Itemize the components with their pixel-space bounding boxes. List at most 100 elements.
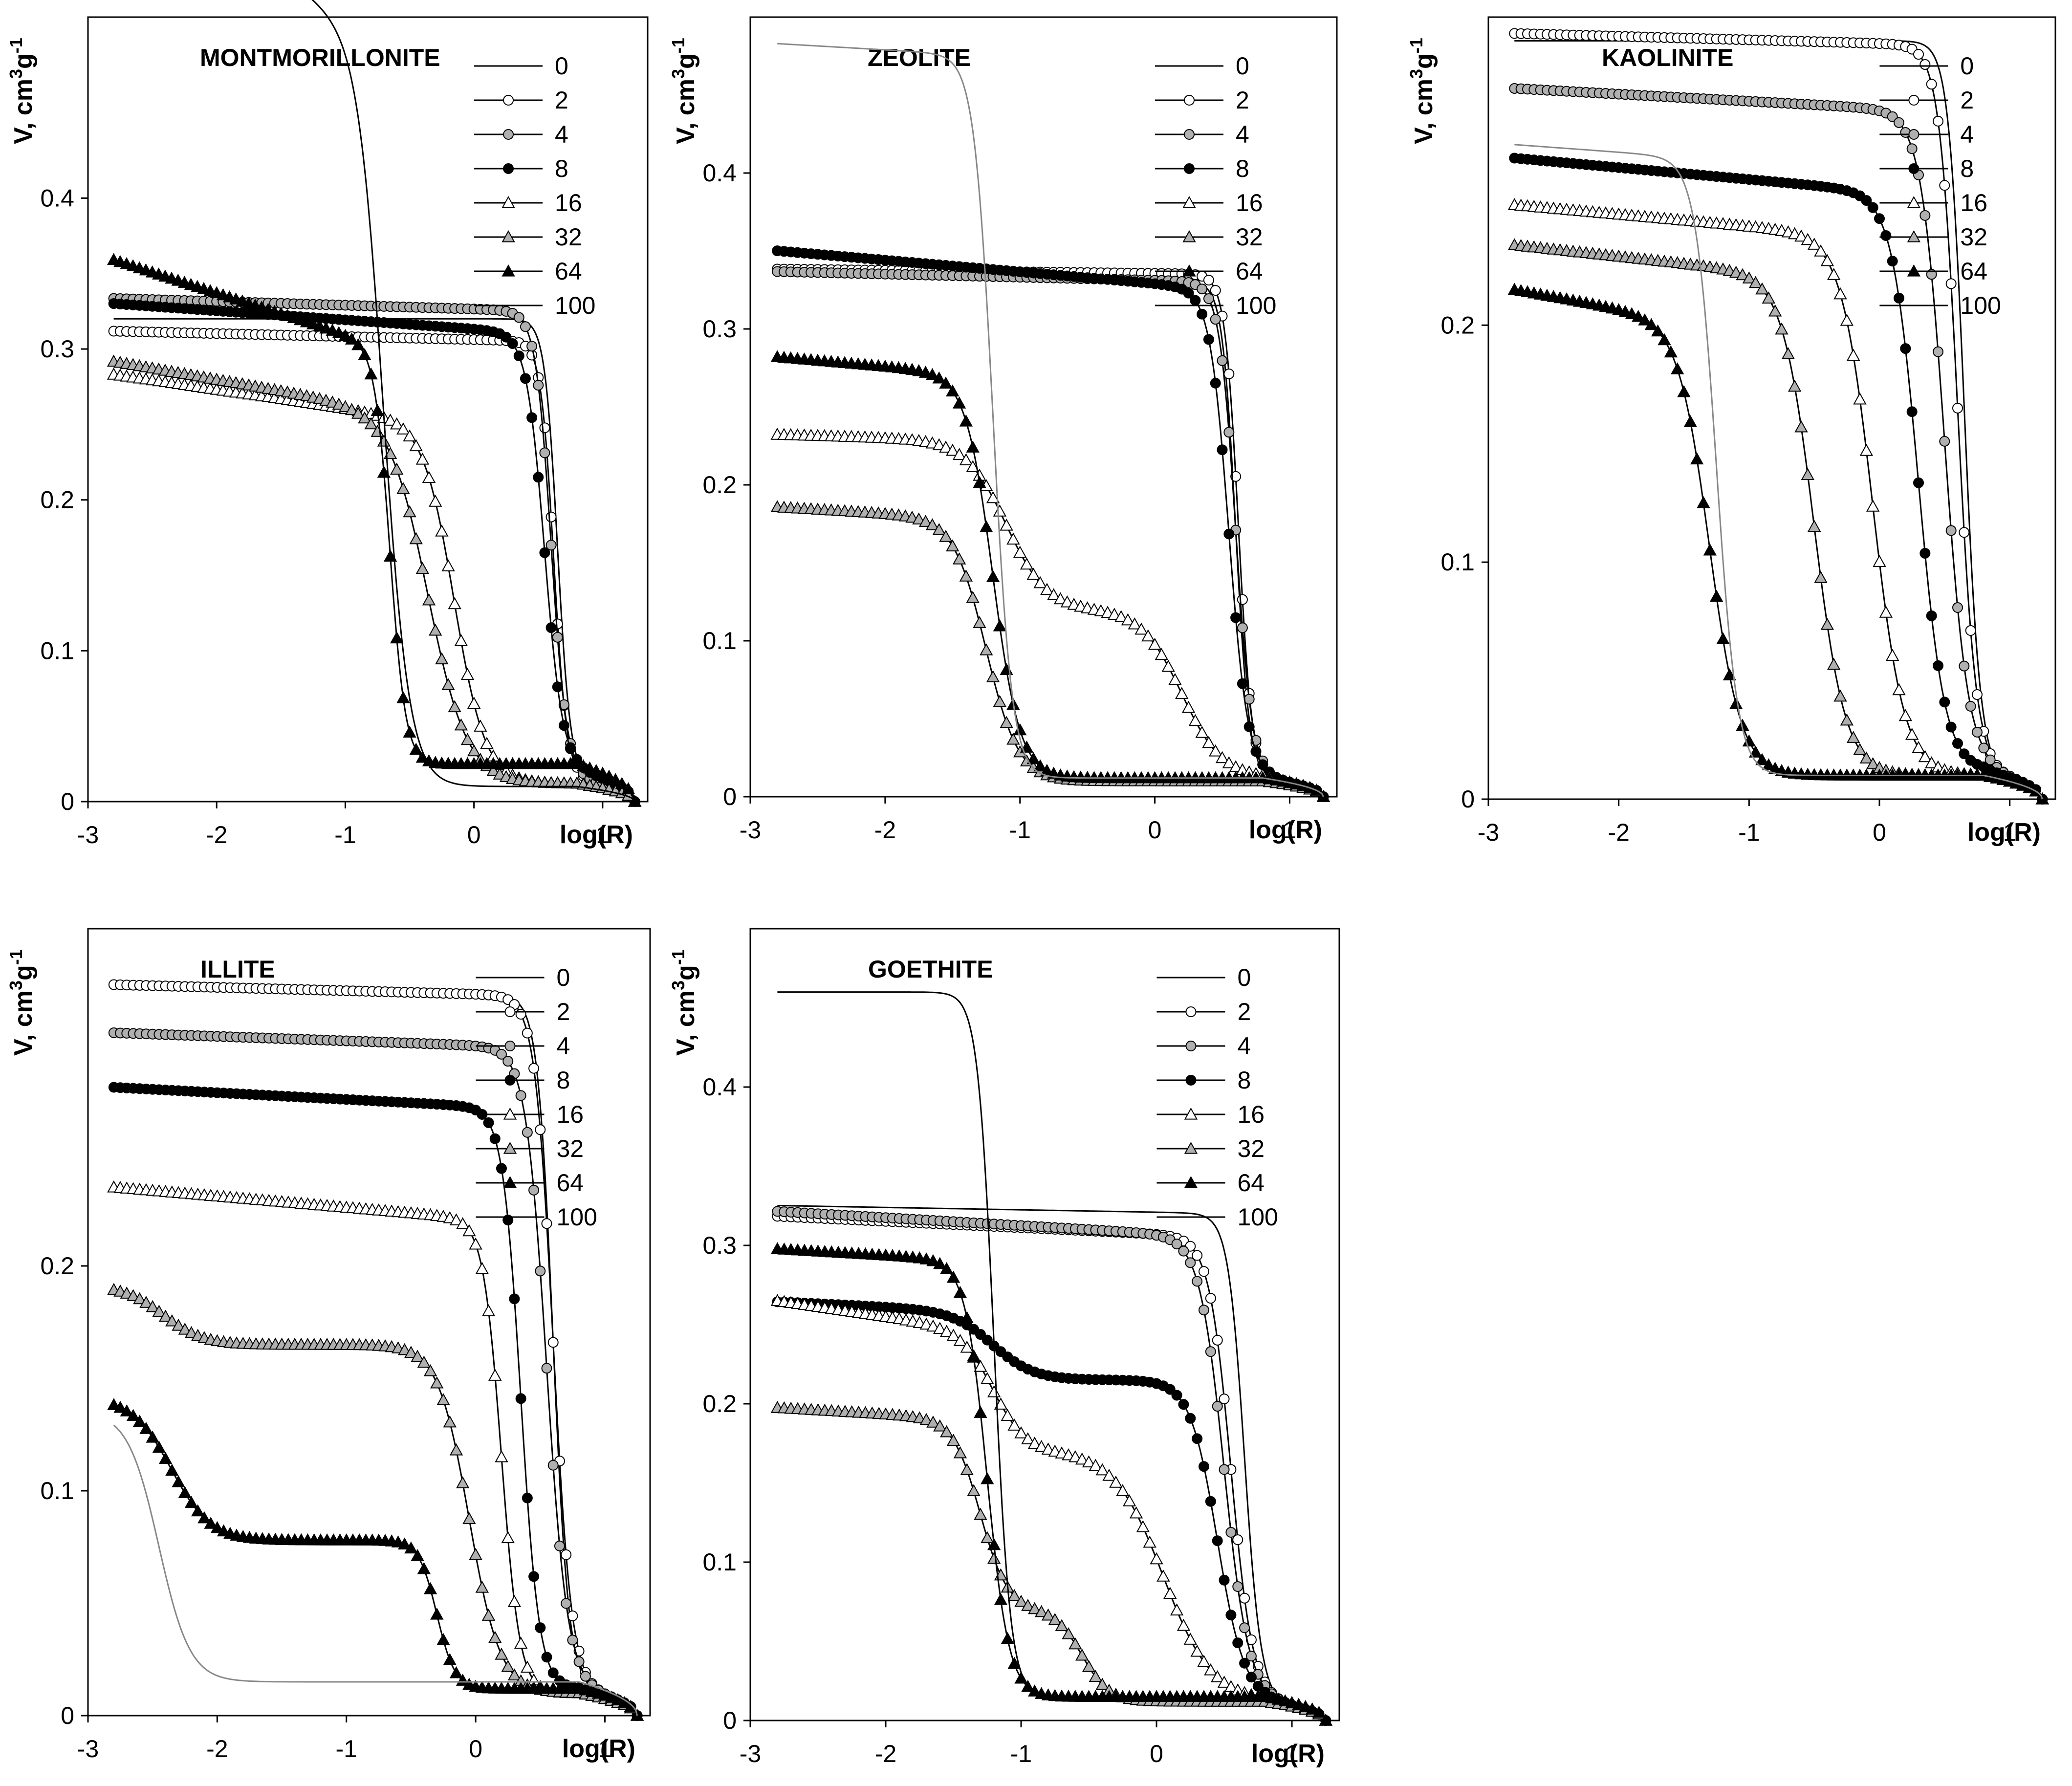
data-point xyxy=(1833,287,1847,300)
series-8 xyxy=(108,1082,643,1721)
data-point xyxy=(1859,443,1874,456)
plot-frame xyxy=(749,16,1338,798)
data-point xyxy=(1198,1305,1209,1316)
y-tick-label: 0.4 xyxy=(702,1073,737,1101)
data-point xyxy=(1040,583,1054,595)
legend-label: 4 xyxy=(1960,121,1974,148)
series-64 xyxy=(107,253,642,807)
data-point xyxy=(1014,1594,1028,1607)
data-point xyxy=(1041,1442,1055,1455)
data-point xyxy=(1053,592,1068,605)
data-point xyxy=(351,338,365,350)
data-point xyxy=(1089,1459,1103,1471)
legend-label: 16 xyxy=(1960,189,1987,217)
series-0 xyxy=(777,1204,1327,1721)
data-point xyxy=(515,1090,526,1101)
data-point xyxy=(1894,292,1904,304)
legend-label: 0 xyxy=(557,964,570,991)
data-point xyxy=(993,695,1007,707)
data-point xyxy=(966,460,980,473)
data-point xyxy=(1217,355,1228,366)
data-point xyxy=(515,1393,526,1404)
data-point xyxy=(1171,1239,1182,1250)
legend-marker xyxy=(504,1006,516,1017)
data-point xyxy=(1918,750,1932,762)
series-16 xyxy=(1507,198,2050,805)
data-point xyxy=(1000,518,1013,531)
legend-marker xyxy=(1908,129,1919,140)
data-point xyxy=(526,412,538,423)
data-point xyxy=(139,1296,153,1308)
data-point xyxy=(1033,759,1047,772)
data-point xyxy=(423,1582,437,1594)
series-line xyxy=(777,1210,1327,1721)
data-point xyxy=(953,1334,967,1346)
data-point xyxy=(981,1372,994,1384)
panel-title: ILLITE xyxy=(200,956,275,983)
y-tick-label: 0.2 xyxy=(702,471,737,499)
data-point xyxy=(932,523,946,535)
data-point xyxy=(939,1325,954,1337)
data-point xyxy=(539,447,550,458)
data-point xyxy=(454,718,468,731)
legend-label: 8 xyxy=(1237,1067,1251,1094)
data-point xyxy=(960,1340,974,1353)
data-point xyxy=(933,1257,947,1269)
data-point xyxy=(528,1571,540,1582)
data-point xyxy=(403,725,416,738)
data-point xyxy=(966,590,980,603)
data-point xyxy=(430,1607,444,1620)
data-point xyxy=(1913,477,1924,488)
data-point xyxy=(1006,732,1020,745)
data-point xyxy=(1827,657,1841,670)
data-point xyxy=(994,1397,1008,1410)
data-point xyxy=(912,512,926,524)
data-point xyxy=(558,699,569,710)
data-point xyxy=(1755,753,1769,765)
data-point xyxy=(358,411,371,424)
legend-label: 32 xyxy=(557,1135,584,1162)
data-point xyxy=(1690,452,1704,465)
data-point xyxy=(1239,1657,1250,1669)
data-point xyxy=(520,373,531,384)
data-point xyxy=(539,547,550,558)
y-tick-label: 0.2 xyxy=(1440,311,1475,339)
data-point xyxy=(1089,1670,1103,1682)
data-point xyxy=(1677,385,1691,397)
legend-label: 64 xyxy=(1237,1169,1265,1197)
data-point xyxy=(552,632,563,643)
data-point xyxy=(1034,1440,1048,1452)
x-tick-label: 1 xyxy=(1285,1740,1299,1767)
data-point xyxy=(1114,610,1128,622)
data-point xyxy=(1116,1484,1130,1497)
data-point xyxy=(1959,527,1970,538)
data-point xyxy=(615,777,629,789)
legend-label: 8 xyxy=(555,155,568,182)
data-point xyxy=(411,1549,424,1561)
data-point xyxy=(1164,1384,1176,1395)
series-4 xyxy=(108,1027,643,1721)
data-point xyxy=(933,1419,947,1432)
series-line xyxy=(113,330,636,802)
data-point xyxy=(1939,697,1950,708)
data-point xyxy=(918,366,933,378)
data-point xyxy=(152,1305,166,1317)
data-point xyxy=(558,720,569,731)
data-point xyxy=(541,1652,552,1663)
data-point xyxy=(364,417,378,430)
series-2 xyxy=(772,1211,1331,1726)
legend-label: 64 xyxy=(1960,258,1987,285)
data-point xyxy=(967,1484,981,1497)
data-point xyxy=(973,616,986,628)
legend-label: 64 xyxy=(555,258,582,285)
data-point xyxy=(1168,673,1182,685)
data-point xyxy=(980,643,993,655)
data-point xyxy=(1762,291,1776,304)
data-point xyxy=(1178,1399,1189,1410)
legend-marker xyxy=(1184,95,1195,106)
series-line xyxy=(777,506,1324,797)
data-point xyxy=(178,1486,192,1499)
series-line xyxy=(777,250,1324,797)
data-point xyxy=(1197,308,1208,320)
